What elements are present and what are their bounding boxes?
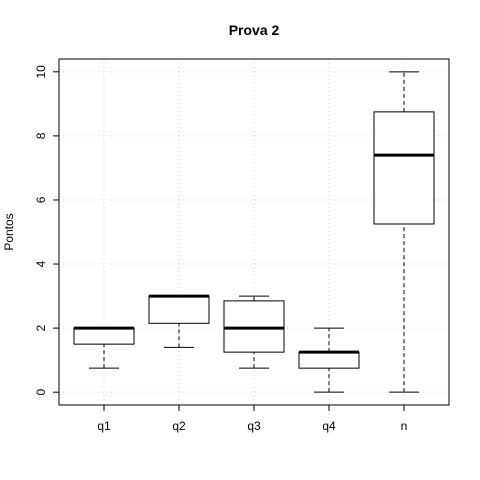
box-iqr [73, 327, 135, 345]
y-tick-label: 6 [34, 196, 48, 203]
box-q4 [298, 327, 360, 393]
y-tick-label: 10 [34, 65, 48, 79]
x-tick-label: q2 [172, 419, 186, 433]
box-q3 [223, 295, 285, 369]
y-axis: 0 2 4 6 8 10 [34, 65, 60, 396]
box-iqr [223, 300, 285, 353]
y-tick-label: 4 [34, 260, 48, 267]
boxes [73, 71, 435, 393]
box-iqr [298, 351, 360, 369]
box-q2 [148, 294, 210, 348]
x-tick-label: q3 [247, 419, 261, 433]
y-tick-label: 8 [34, 132, 48, 139]
chart-title: Prova 2 [229, 22, 280, 38]
y-tick-label: 2 [34, 324, 48, 331]
box-q1 [73, 326, 135, 369]
x-tick-label: n [401, 419, 408, 433]
box-iqr [373, 111, 435, 225]
x-axis: q1 q2 q3 q4 n [97, 404, 408, 433]
x-tick-label: q1 [97, 419, 111, 433]
box-iqr [148, 295, 210, 324]
x-tick-label: q4 [322, 419, 336, 433]
y-tick-label: 0 [34, 389, 48, 396]
y-axis-label: Pontos [2, 213, 16, 250]
box-n [373, 71, 435, 393]
